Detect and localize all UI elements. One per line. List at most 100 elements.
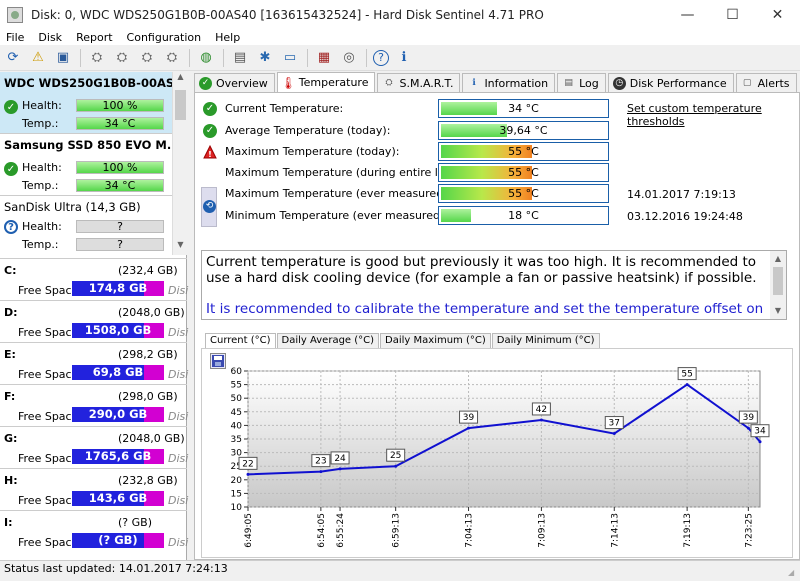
volume-item[interactable]: G: (2048,0 GB) Free Space 1765,6 GB Disi [0,426,188,468]
message-calibrate-text: It is recommended to calibrate the tempe… [206,301,764,319]
set-thresholds-link[interactable]: Set custom temperature thresholds [627,102,762,128]
menu-disk[interactable]: Disk [38,31,63,44]
disk-name: Samsung SSD 850 EVO M.2 25 [4,138,172,152]
document-icon[interactable]: ▤ [233,50,247,65]
chart-area: 10 15 20 25 30 35 40 45 50 55 60 6:49:05 6:54:05 6:55… [201,348,793,558]
disk-item[interactable]: WDC WDS250G1B0B-00AS40 ✓ Health: 100 % T… [0,72,172,134]
refresh-icon[interactable]: ⟳ [7,50,19,65]
close-button[interactable]: ✕ [771,7,784,23]
tab-alerts[interactable]: ▢ Alerts [735,73,797,92]
temperature-chart: 10 15 20 25 30 35 40 45 50 55 60 6:49:05 6:54:05 6:55… [231,367,770,548]
alert-icon[interactable]: ⚠ [32,50,44,65]
x-tick-label: 7:04:13 [465,513,475,548]
monitor-icon[interactable]: ▭ [283,50,297,65]
x-tick-label: 7:23:25 [744,513,754,548]
data-point [319,470,323,474]
save-icon[interactable] [210,353,226,369]
menu-help[interactable]: Help [215,31,241,44]
disk-item[interactable]: Samsung SSD 850 EVO M.2 25 ✓ Health: 100… [0,134,172,196]
scroll-thumb[interactable] [175,90,186,120]
status-text: Status last updated: 14.01.2017 7:24:13 [4,562,228,575]
data-label: 39 [463,413,475,423]
maximize-button[interactable]: ☐ [726,7,739,23]
free-space-value: (? GB) [98,533,138,547]
globe-2-icon[interactable]: ◎ [343,50,355,65]
disk-d-icon[interactable]: ⛭ [166,50,178,65]
disk-a-icon[interactable]: ⛭ [91,50,103,65]
tab-disk-performance[interactable]: ◷ Disk Performance [607,73,734,92]
chart-tab-current[interactable]: Current (°C) [205,333,276,348]
volume-letter: E: [4,348,16,361]
free-space-bar: 1765,6 GB [72,449,164,464]
volume-item[interactable]: H: (232,8 GB) Free Space 143,6 GB Disi [0,468,189,510]
resize-grip-icon[interactable]: ◢ [788,568,795,577]
calibrate-button[interactable]: ⟲ [201,187,217,227]
scroll-up-icon[interactable]: ▲ [774,254,782,263]
disk-item[interactable]: SanDisk Ultra (14,3 GB) ? Health: ? Temp… [0,196,172,255]
status-message: Current temperature is good but previous… [201,250,787,320]
menu-report[interactable]: Report [76,31,113,44]
chart-monitor-icon[interactable]: ▦ [317,50,331,65]
health-bar: ? [76,220,164,233]
scroll-thumb[interactable] [773,267,783,295]
y-tick-label: 30 [231,449,243,459]
tab-smart[interactable]: ⛭ S.M.A.R.T. [377,73,461,92]
data-label: 42 [536,405,547,415]
temp-bar: 55 °C [438,142,609,161]
menu-file[interactable]: File [6,31,25,44]
data-label-box [238,456,258,470]
volume-disk: Disi [168,494,189,507]
x-tick-label: 7:14:13 [610,513,620,548]
tab-bar: ✓ Overview 🌡 Temperature ⛭ S.M.A.R.T. ℹ Info… [194,72,800,92]
disk-c-icon[interactable]: ⛭ [141,50,153,65]
scroll-up-icon[interactable]: ▲ [177,72,184,81]
volume-item[interactable]: E: (298,2 GB) Free Space 69,8 GB Disi [0,342,188,384]
message-scrollbar[interactable]: ▲ ▼ [770,251,786,319]
ok-icon: ✓ [203,102,217,116]
tab-log[interactable]: ▤ Log [557,73,606,92]
volume-letter: F: [4,390,16,403]
volume-item[interactable]: D: (2048,0 GB) Free Space 1508,0 GB Disi [0,300,188,342]
window-icon[interactable]: ▣ [56,50,70,65]
free-space-bar: 143,6 GB [72,491,164,506]
data-point [539,418,543,422]
free-space-value: 143,6 GB [88,491,148,505]
tab-information[interactable]: ℹ Information [462,73,556,92]
menu-configuration[interactable]: Configuration [126,31,202,44]
volume-size: (232,8 GB) [118,474,178,487]
temp-bar-fill [441,187,532,200]
x-tick-label: 6:55:24 [336,513,346,548]
free-space-bar: (? GB) [72,533,164,548]
tab-label: S.M.A.R.T. [399,76,454,90]
info-icon[interactable]: ℹ [401,50,407,65]
volume-disk: Disi [168,284,189,297]
x-tick-label: 6:49:05 [244,513,254,548]
chart-tab-daily-minimum[interactable]: Daily Minimum (°C) [491,333,600,348]
volume-item[interactable]: F: (298,0 GB) Free Space 290,0 GB Disi [0,384,188,426]
chart-tab-daily-maximum[interactable]: Daily Maximum (°C) [380,333,491,348]
gear-network-icon[interactable]: ✱ [259,50,271,65]
app-icon [7,7,23,23]
temp-value: 55 °C [508,166,539,179]
temp-bar-fill [441,166,532,179]
data-label: 37 [609,419,620,429]
volume-letter: D: [4,306,18,319]
scroll-down-icon[interactable]: ▼ [774,306,782,315]
x-tick-label: 6:54:05 [317,513,327,548]
volume-letter: C: [4,264,17,277]
temp-label: Maximum Temperature (during entire lifes… [225,166,486,179]
toolbar-separator [223,48,224,67]
minimize-button[interactable]: — [680,7,695,23]
help-icon[interactable]: ? [373,49,389,66]
disk-list-scrollbar[interactable]: ▲ ▼ [172,72,187,255]
volume-item[interactable]: C: (232,4 GB) Free Space 174,8 GB Disi [0,258,189,300]
chart-tab-daily-average[interactable]: Daily Average (°C) [276,333,380,348]
health-label: Health: [22,220,62,233]
scroll-down-icon[interactable]: ▼ [177,240,184,249]
tab-overview[interactable]: ✓ Overview [194,73,275,92]
disk-b-icon[interactable]: ⛭ [116,50,128,65]
volume-item[interactable]: I: (? GB) Free Space (? GB) Disi [0,510,188,552]
y-tick-label: 35 [231,435,242,445]
tab-temperature[interactable]: 🌡 Temperature [276,72,376,92]
globe-icon[interactable]: ◍ [200,50,212,65]
